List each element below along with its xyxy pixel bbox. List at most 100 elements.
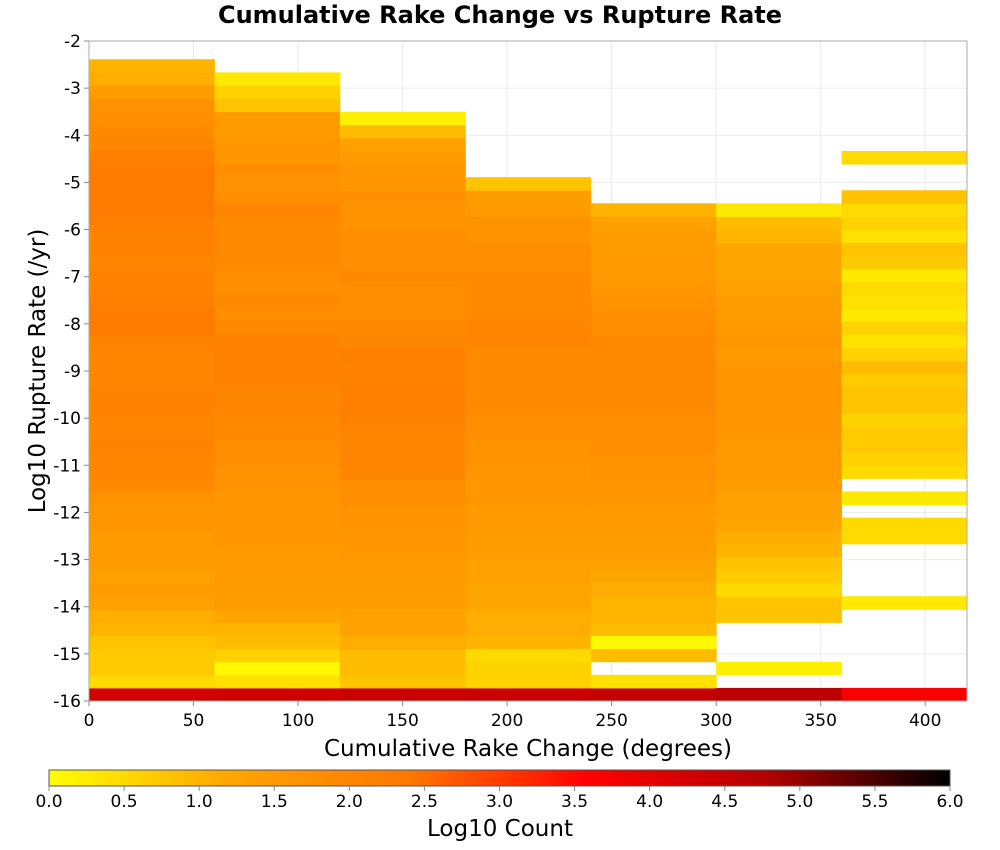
heatmap-cell <box>590 308 717 322</box>
heatmap-cell <box>465 570 592 584</box>
heatmap-cell <box>89 360 215 375</box>
heatmap-cell <box>214 648 341 663</box>
heatmap-cell <box>841 465 968 479</box>
heatmap-cell <box>716 609 843 623</box>
heatmap-cell <box>716 452 843 466</box>
y-tick-label: -3 <box>64 79 81 99</box>
heatmap-cell <box>214 360 341 375</box>
y-tick-label: -2 <box>64 32 81 52</box>
heatmap-cell <box>89 242 215 257</box>
heatmap-cell <box>339 308 466 322</box>
heatmap-cell <box>716 543 843 558</box>
heatmap-cell <box>716 308 843 322</box>
heatmap-cell <box>590 386 717 401</box>
x-tick-label: 350 <box>804 711 836 731</box>
heatmap-cell <box>89 570 215 584</box>
heatmap-cell <box>89 111 215 126</box>
heatmap-cell <box>465 452 592 466</box>
heatmap-cell <box>716 412 843 427</box>
heatmap-cell <box>716 583 843 597</box>
heatmap-cell <box>716 517 843 532</box>
heatmap-cell <box>716 242 843 257</box>
heatmap-cell <box>716 478 843 492</box>
heatmap-cell <box>214 439 341 453</box>
heatmap-cell <box>465 687 592 702</box>
heatmap-cell <box>89 295 215 309</box>
colorbar-tick-label: 0.0 <box>35 792 62 812</box>
heatmap-cell <box>339 687 466 702</box>
heatmap-cells <box>89 59 968 702</box>
heatmap-cell <box>590 687 717 702</box>
heatmap-cell <box>339 517 466 532</box>
heatmap-cell <box>214 242 341 257</box>
colorbar <box>48 769 951 787</box>
heatmap-cell <box>841 321 968 335</box>
heatmap-cell <box>716 570 843 584</box>
heatmap-cell <box>841 150 968 165</box>
x-tick-label: 0 <box>84 711 95 731</box>
heatmap-cell <box>214 386 341 401</box>
heatmap-cell <box>214 347 341 361</box>
heatmap-cell <box>716 504 843 519</box>
heatmap-cell <box>89 687 215 702</box>
heatmap-cell <box>339 648 466 663</box>
heatmap-cell <box>339 674 466 689</box>
heatmap-cell <box>841 347 968 361</box>
heatmap-cell <box>716 491 843 506</box>
heatmap-cell <box>716 425 843 440</box>
heatmap-cell <box>339 137 466 152</box>
heatmap-cell <box>89 622 215 637</box>
heatmap-cell <box>716 281 843 296</box>
heatmap-cell <box>214 216 341 231</box>
heatmap-cell <box>339 465 466 479</box>
heatmap-cell <box>89 583 215 597</box>
heatmap-cell <box>214 583 341 597</box>
heatmap-cell <box>716 203 843 217</box>
heatmap-cell <box>716 321 843 335</box>
heatmap-cell <box>716 556 843 571</box>
heatmap-cell <box>465 556 592 571</box>
heatmap-cell <box>465 465 592 479</box>
heatmap-cell <box>590 556 717 571</box>
heatmap-cell <box>214 570 341 584</box>
heatmap-cell <box>214 72 341 86</box>
colorbar-tick-label: 3.0 <box>486 792 513 812</box>
heatmap-cell <box>841 517 968 532</box>
heatmap-cell <box>590 347 717 361</box>
heatmap-cell <box>214 268 341 283</box>
heatmap-cell <box>841 216 968 231</box>
heatmap-cell <box>716 465 843 479</box>
y-tick-label: -5 <box>64 173 81 193</box>
heatmap-cell <box>214 530 341 545</box>
heatmap-cell <box>339 203 466 217</box>
heatmap-cell <box>339 556 466 571</box>
heatmap-cell <box>590 373 717 388</box>
heatmap-cell <box>339 334 466 348</box>
heatmap-cell <box>465 321 592 335</box>
heatmap-cell <box>339 268 466 283</box>
heatmap-cell <box>339 111 466 126</box>
heatmap-cell <box>339 373 466 388</box>
heatmap-cell <box>214 478 341 492</box>
heatmap-cell <box>590 504 717 519</box>
heatmap-cell <box>89 334 215 348</box>
heatmap-cell <box>465 478 592 492</box>
heatmap-cell <box>214 609 341 623</box>
heatmap-cell <box>465 177 592 191</box>
heatmap-cell <box>339 124 466 139</box>
heatmap-cell <box>89 72 215 86</box>
heatmap-cell <box>89 98 215 113</box>
heatmap-cell <box>465 504 592 519</box>
y-tick-label: -4 <box>64 126 81 146</box>
heatmap-cell <box>339 635 466 650</box>
heatmap-cell <box>339 504 466 519</box>
y-tick-label: -9 <box>64 362 81 382</box>
heatmap-cell <box>89 137 215 152</box>
heatmap-cell <box>716 373 843 388</box>
heatmap-cell <box>339 386 466 401</box>
heatmap-cell <box>89 386 215 401</box>
heatmap-cell <box>465 255 592 270</box>
heatmap-cell <box>89 177 215 191</box>
colorbar-tick-label: 5.0 <box>786 792 813 812</box>
heatmap-cell <box>590 452 717 466</box>
